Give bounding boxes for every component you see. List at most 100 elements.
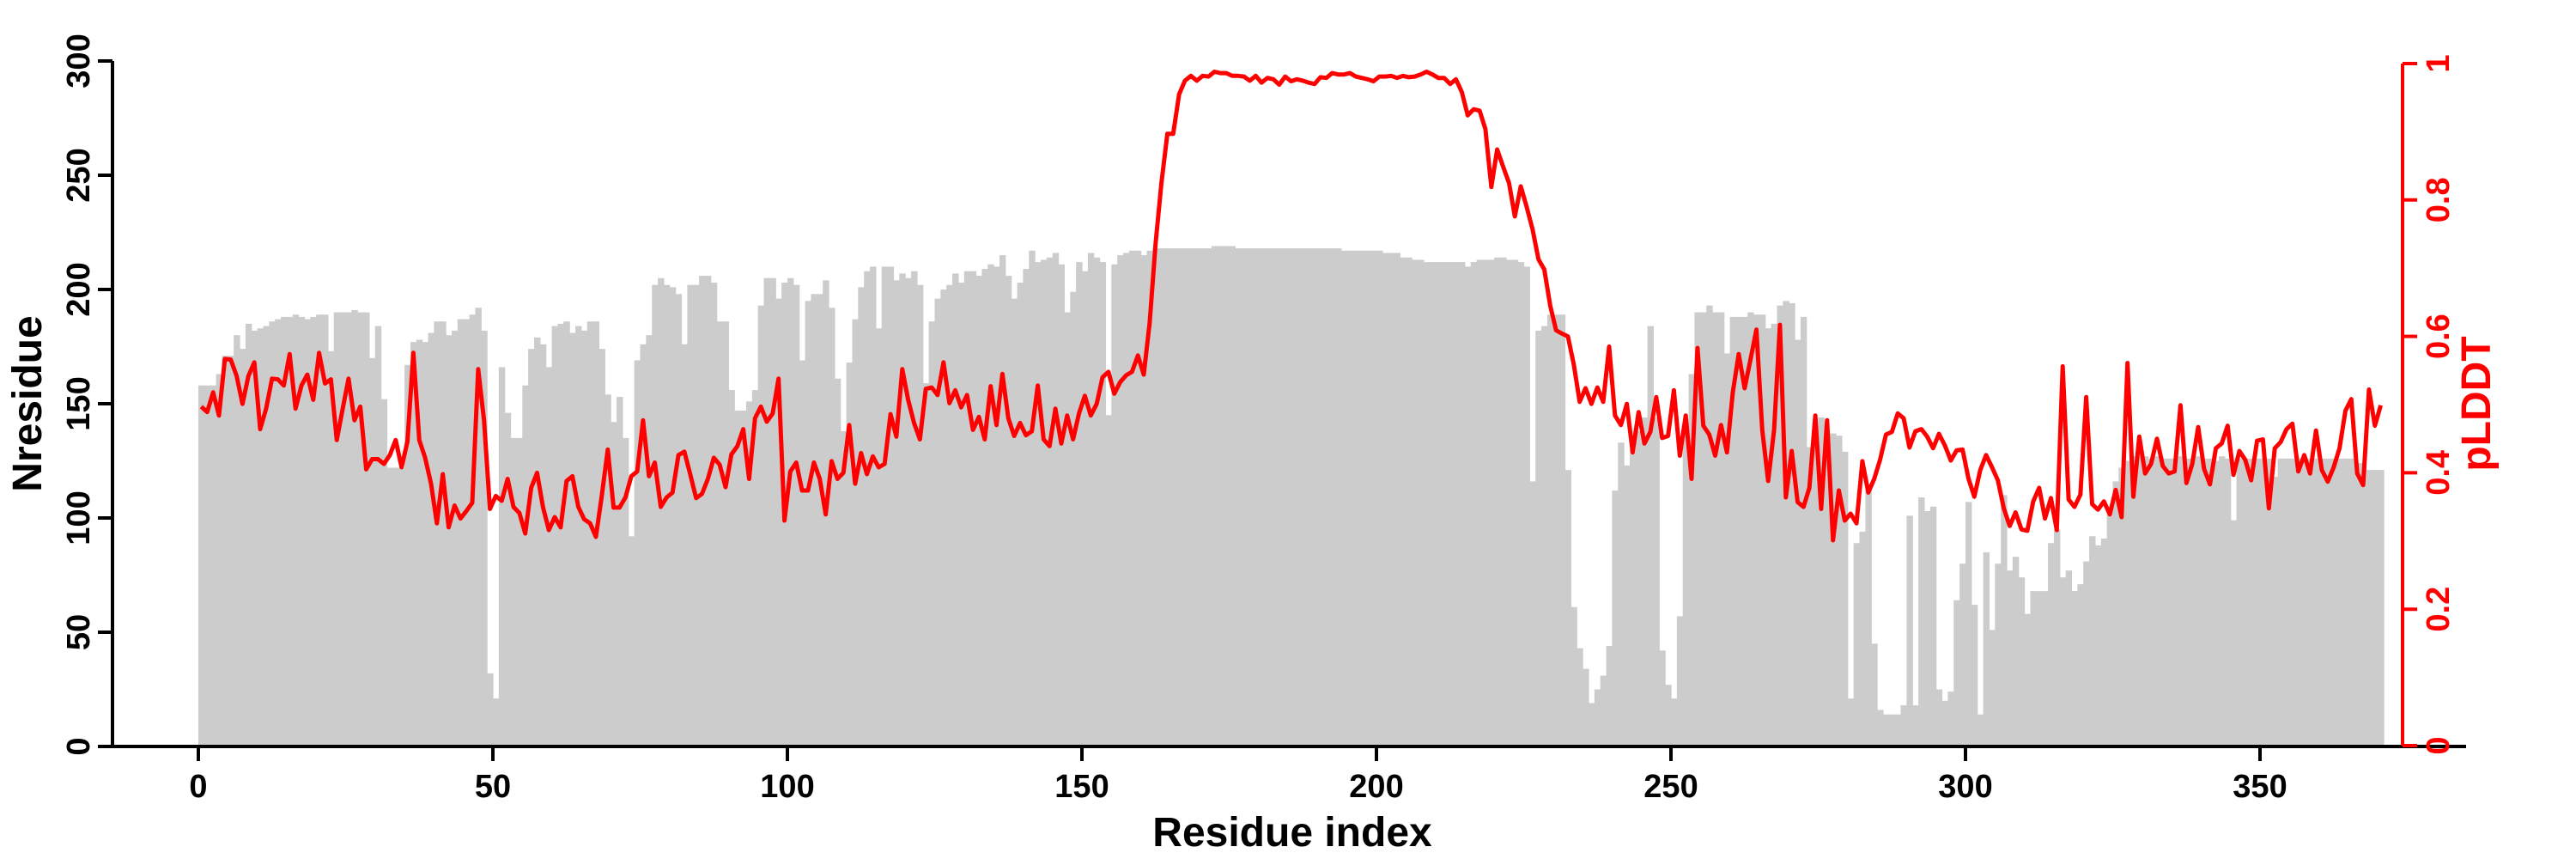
nresidue-bar bbox=[1505, 259, 1513, 746]
nresidue-bar bbox=[1076, 262, 1083, 747]
nresidue-bar bbox=[2136, 456, 2143, 746]
nresidue-bar bbox=[1546, 314, 1554, 746]
nresidue-bar bbox=[298, 316, 306, 746]
nresidue-bar bbox=[1777, 305, 1783, 746]
nresidue-bar bbox=[1571, 606, 1577, 746]
nresidue-bar bbox=[316, 314, 323, 746]
nresidue-bar bbox=[510, 437, 518, 746]
nresidue-bar bbox=[380, 399, 388, 746]
x-tick-label: 200 bbox=[1349, 769, 1403, 805]
nresidue-bar bbox=[870, 266, 877, 746]
nresidue-bar bbox=[1282, 248, 1289, 746]
nresidue-bar bbox=[628, 536, 635, 746]
nresidue-bar bbox=[699, 276, 706, 746]
nresidue-bar bbox=[292, 314, 300, 746]
nresidue-bar bbox=[1453, 262, 1460, 747]
nresidue-bar bbox=[1005, 276, 1012, 746]
nresidue-bar bbox=[1741, 316, 1748, 746]
nresidue-bar bbox=[634, 360, 641, 746]
nresidue-bar bbox=[1735, 316, 1742, 746]
nresidue-bar bbox=[498, 367, 506, 746]
nresidue-bar bbox=[1370, 250, 1377, 746]
nresidue-bar bbox=[1812, 447, 1820, 746]
nresidue-bar bbox=[1176, 248, 1183, 746]
nresidue-bar bbox=[216, 374, 223, 746]
nresidue-bar bbox=[1394, 253, 1401, 746]
nresidue-bar bbox=[2142, 456, 2149, 746]
nresidue-bar bbox=[963, 271, 971, 747]
nresidue-bar bbox=[1612, 490, 1619, 746]
nresidue-bar bbox=[363, 312, 370, 746]
nresidue-bar bbox=[675, 294, 683, 746]
nresidue-bar bbox=[434, 321, 440, 746]
x-tick-label: 250 bbox=[1643, 769, 1698, 805]
nresidue-bar bbox=[2366, 470, 2372, 746]
x-tick-label: 0 bbox=[189, 769, 207, 805]
nresidue-bar bbox=[1671, 698, 1678, 746]
nresidue-bar bbox=[351, 309, 358, 746]
nresidue-bar bbox=[2053, 529, 2061, 746]
nresidue-bar bbox=[928, 321, 936, 746]
nresidue-bar bbox=[286, 316, 294, 746]
nresidue-bar bbox=[1935, 689, 1943, 746]
nresidue-bar bbox=[840, 430, 848, 746]
nresidue-bar bbox=[1488, 259, 1495, 746]
nresidue-bar bbox=[545, 367, 553, 746]
nresidue-bar bbox=[2130, 456, 2137, 746]
nresidue-bars bbox=[198, 246, 2385, 747]
nresidue-bar bbox=[1188, 248, 1194, 746]
nresidue-bar bbox=[1959, 564, 1966, 746]
nresidue-bar bbox=[1406, 257, 1413, 746]
nresidue-bar bbox=[1123, 253, 1130, 746]
nresidue-bar bbox=[1971, 605, 1978, 746]
nresidue-bar bbox=[2354, 463, 2361, 746]
nresidue-bar bbox=[669, 287, 677, 747]
nresidue-bar bbox=[1847, 698, 1855, 746]
nresidue-bar bbox=[881, 266, 889, 746]
nresidue-bar bbox=[916, 284, 924, 746]
nresidue-bar bbox=[1830, 433, 1837, 746]
nresidue-bar bbox=[1606, 645, 1613, 746]
nresidue-bar bbox=[1152, 248, 1159, 746]
nresidue-bar bbox=[710, 283, 718, 746]
nresidue-bar bbox=[1629, 449, 1637, 746]
nresidue-bar bbox=[1476, 259, 1484, 746]
nresidue-bar bbox=[1665, 685, 1672, 746]
nresidue-bar bbox=[2295, 458, 2302, 746]
nresidue-bar bbox=[1877, 710, 1884, 746]
nresidue-bar bbox=[1105, 415, 1112, 746]
nresidue-bar bbox=[210, 385, 217, 746]
nresidue-bar bbox=[487, 673, 494, 746]
nresidue-bar bbox=[769, 277, 776, 746]
nresidue-bar bbox=[2277, 458, 2285, 746]
nresidue-bar bbox=[1140, 255, 1148, 747]
nresidue-bar bbox=[981, 269, 988, 746]
nresidue-bar bbox=[1217, 246, 1224, 747]
nresidue-bar bbox=[357, 312, 364, 746]
nresidue-bar bbox=[2195, 456, 2202, 746]
nresidue-bar bbox=[251, 330, 258, 746]
nresidue-bar bbox=[1888, 714, 1896, 746]
x-ticks: 0 50 100 150 200 250 300 350 bbox=[189, 746, 2287, 805]
nresidue-bar bbox=[2236, 458, 2244, 746]
nresidue-bar bbox=[1577, 648, 1583, 746]
y2-tick-label: 1 bbox=[2421, 54, 2457, 72]
nresidue-bar bbox=[911, 271, 918, 747]
nresidue-bar bbox=[2201, 458, 2208, 746]
nresidue-bar bbox=[611, 422, 617, 746]
nresidue-bar bbox=[2348, 458, 2355, 746]
nresidue-bar bbox=[1853, 543, 1861, 746]
nresidue-bar bbox=[1117, 255, 1124, 747]
nresidue-bar bbox=[2324, 458, 2331, 746]
nresidue-bar bbox=[2030, 591, 2037, 746]
nresidue-bar bbox=[858, 287, 865, 747]
nresidue-bar bbox=[1624, 465, 1631, 746]
nresidue-bar bbox=[504, 412, 512, 746]
nresidue-bar bbox=[1270, 248, 1277, 746]
nresidue-bar bbox=[2001, 495, 2008, 746]
nresidue-bar bbox=[475, 308, 482, 746]
nresidue-bar bbox=[2306, 458, 2314, 746]
nresidue-bar bbox=[940, 289, 947, 746]
nresidue-bar bbox=[228, 356, 234, 746]
y2-tick-label: 0.4 bbox=[2421, 450, 2457, 496]
